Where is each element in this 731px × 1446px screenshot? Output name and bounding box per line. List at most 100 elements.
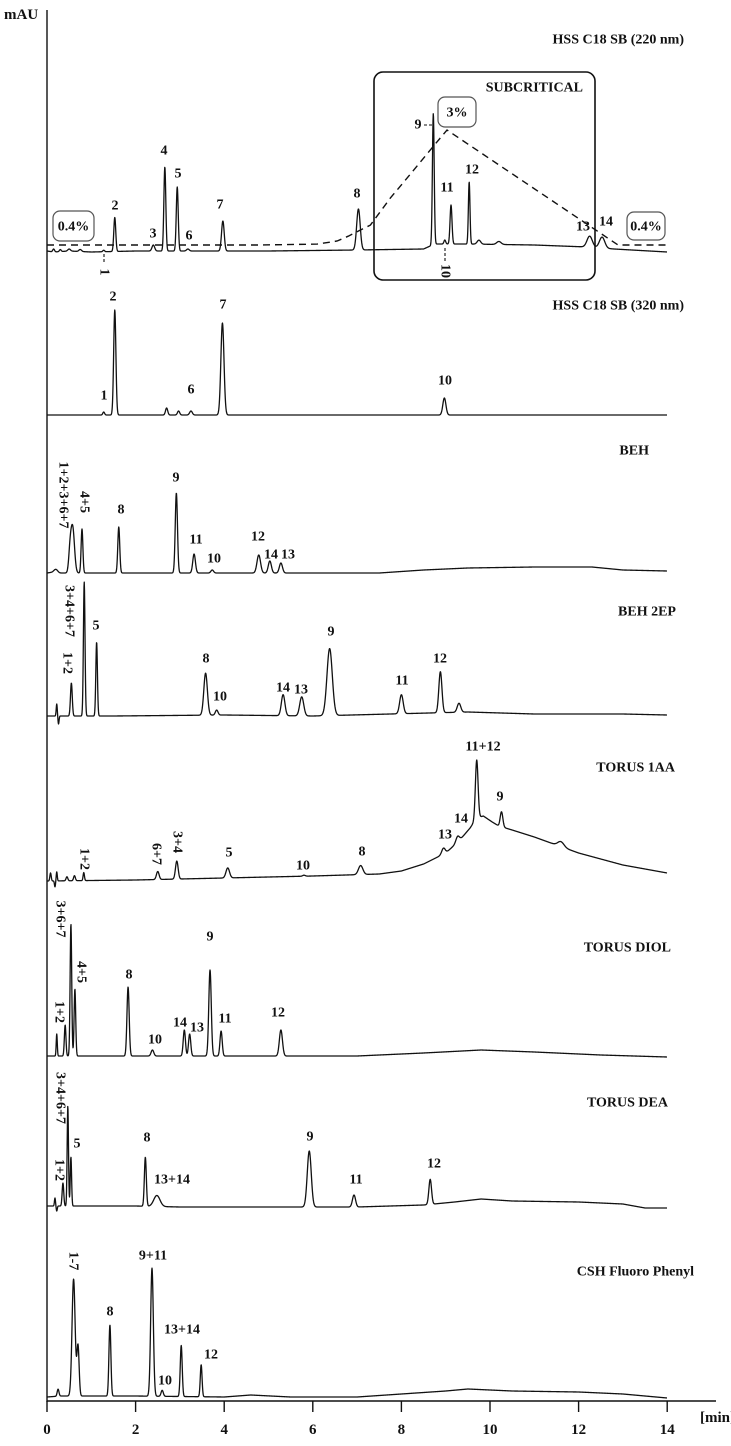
peak-label: 1+2+3+6+7 [56,462,71,529]
x-tick-label: 0 [43,1422,51,1438]
peak-label: 3 [150,227,157,242]
peak-label: 1+2 [77,848,92,870]
peak-label: 9 [415,118,422,133]
peak-label: 13 [438,828,452,843]
trace-torus-dea: TORUS DEA 1+2 3+4+6+7 5 8 13+14 9 11 12 [46,1072,669,1212]
peak-label: 8 [144,1131,151,1146]
chromatogram-line [46,581,668,725]
peak-label: 10 [438,374,452,389]
series-name-label: TORUS DIOL [584,941,671,956]
subcritical-label: SUBCRITICAL [486,81,583,96]
peak-label: 13+14 [164,1323,200,1338]
annotations: SUBCRITICAL 0.4% 3% 0.4% [47,71,668,281]
modifier-percent-label: 0.4% [630,220,662,235]
series-name-label: HSS C18 SB (220 nm) [553,33,685,48]
peak-label: 9 [307,1130,314,1145]
peak-label: 12 [204,1348,218,1363]
chromatogram-line [46,113,668,253]
series-name-label: BEH [619,444,649,459]
peak-label: 5 [226,846,233,861]
modifier-percent-box [52,210,95,242]
peak-label: 9+11 [139,1249,167,1264]
peak-label: 3+4+6+7 [62,585,77,637]
peak-label: 4 [161,144,168,159]
modifier-percent-label: 3% [447,106,468,121]
chromatogram-line [46,309,668,416]
peak-label: 3+4+6+7 [53,1072,68,1124]
peak-label: 4+5 [77,491,92,513]
peak-label: 7 [217,198,224,213]
peak-label: 8 [354,187,361,202]
chromatogram-line [46,1267,668,1399]
trace-beh: BEH 1+2+3+6+7 4+5 8 9 11 10 12 14 13 [46,444,668,574]
peak-label: 14 [173,1016,187,1031]
peak-label: 11+12 [465,740,500,755]
trace-beh-2ep: BEH 2EP 1+2 3+4+6+7 5 8 10 14 13 9 11 12 [46,581,676,725]
chromatogram-line [46,759,668,888]
modifier-percent-label: 0.4% [58,220,90,235]
peak-label: 1 [101,389,108,404]
series-name-label: TORUS 1AA [596,761,676,776]
peak-label: 12 [427,1157,441,1172]
x-tick-label: 14 [660,1422,676,1438]
peak-label: 8 [359,845,366,860]
trace-csh-fluoro-phenyl: CSH Fluoro Phenyl 1-7 8 9+11 10 13+14 12 [46,1249,694,1399]
peak-label: 11 [440,181,453,196]
modifier-gradient-dashed-line [47,129,668,246]
peak-label: 12 [251,530,265,545]
series-name-label: TORUS DEA [587,1096,669,1111]
peak-label: 14 [276,681,290,696]
peak-label: 12 [271,1006,285,1021]
peak-label: 6+7 [149,843,164,865]
peak-label: 13 [294,683,308,698]
peak-label: 11 [395,674,408,689]
peak-label: 9 [328,625,335,640]
peak-label: 10 [207,552,221,567]
x-axis-label: [min] [700,1410,731,1426]
series-name-label: CSH Fluoro Phenyl [577,1265,694,1280]
peak-label: 5 [175,167,182,182]
peak-label: 10 [148,1033,162,1048]
trace-torus-diol: TORUS DIOL 1+2 3+6+7 4+5 8 10 14 13 9 11 12 [46,901,671,1058]
peak-label: 1+2 [52,1001,67,1023]
peak-label: 10 [438,264,453,278]
peak-label: 10 [158,1374,172,1389]
peak-label: 5 [93,619,100,634]
peak-label: 8 [118,503,125,518]
peak-label: 2 [112,199,119,214]
peak-label: 6 [186,229,193,244]
chromatogram-line [46,923,668,1058]
y-axis-label: mAU [4,7,38,23]
x-tick-label: 6 [309,1422,317,1438]
peak-label: 5 [74,1137,81,1152]
peak-label: 14 [599,215,613,230]
peak-label: 8 [107,1305,114,1320]
peak-label: 11 [218,1012,231,1027]
x-tick-label: 10 [483,1422,498,1438]
peak-label: 9 [207,930,214,945]
x-tick-label: 12 [571,1422,586,1438]
x-tick-label: 4 [220,1422,228,1438]
peak-label: 10 [213,690,227,705]
peak-label: 8 [203,652,210,667]
chromatogram-line [46,492,668,574]
peak-label: 12 [465,163,479,178]
series-name-label: HSS C18 SB (320 nm) [553,299,685,314]
peak-label: 14 [454,812,468,827]
peak-label: 10 [296,859,310,874]
x-tick-label: 2 [132,1422,140,1438]
modifier-percent-box [626,211,666,241]
peak-label: 11 [189,533,202,548]
peak-label: 9 [173,471,180,486]
peak-label: 3+4 [170,831,185,853]
peak-label: 11 [349,1173,362,1188]
peak-label: 3+6+7 [53,901,68,938]
peak-label: 6 [188,383,195,398]
peak-label: 13 [576,220,590,235]
x-tick-label: 8 [398,1422,406,1438]
peak-label: 4+5 [74,961,89,983]
